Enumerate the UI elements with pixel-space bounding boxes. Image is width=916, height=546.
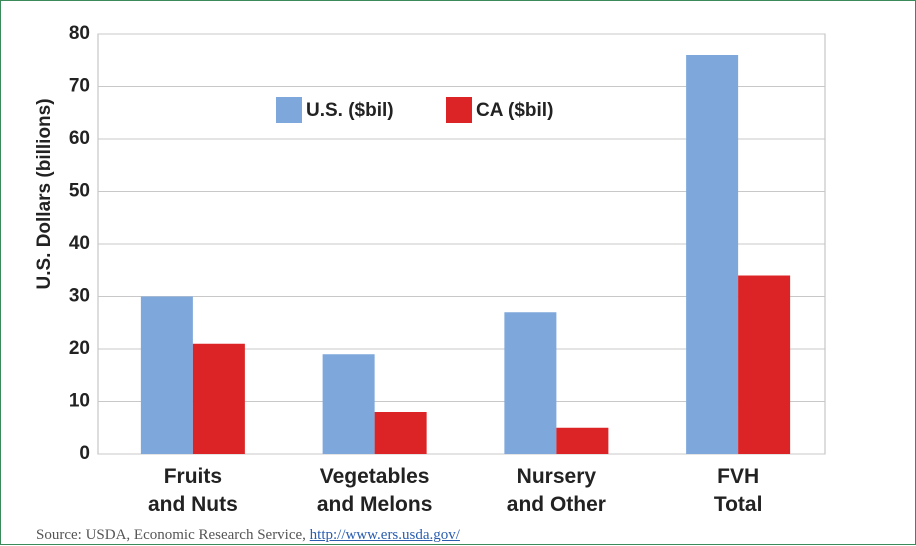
y-tick-label: 80 — [69, 23, 90, 44]
bar — [140, 296, 193, 454]
y-tick-label: 30 — [69, 286, 90, 307]
legend-swatch — [446, 97, 472, 123]
source-link[interactable]: http://www.ers.usda.gov/ — [309, 527, 460, 543]
y-tick-label: 70 — [69, 76, 90, 97]
bar — [738, 275, 791, 454]
bar — [322, 354, 375, 454]
bar — [374, 412, 427, 454]
x-tick-label: FVH Total — [713, 465, 763, 516]
y-tick-label: 10 — [69, 391, 90, 412]
legend-swatch — [276, 97, 302, 123]
y-tick-label: 0 — [79, 443, 90, 464]
x-tick-label: Nursery and Other — [506, 465, 606, 516]
source-text: Source: USDA, Economic Research Service, — [36, 527, 306, 543]
y-tick-label: 20 — [69, 338, 90, 359]
y-tick-label: 60 — [69, 128, 90, 149]
legend-label: U.S. ($bil) — [306, 100, 394, 121]
source: Source: USDA, Economic Research Service,… — [36, 527, 460, 544]
bar — [686, 55, 739, 454]
bar — [192, 343, 245, 454]
y-tick-label: 50 — [69, 181, 90, 202]
y-axis-label: U.S. Dollars (billions) — [34, 98, 55, 289]
x-tick-label: Vegetables and Melons — [316, 465, 433, 516]
x-tick-label: Fruits and Nuts — [147, 465, 238, 516]
y-tick-label: 40 — [69, 233, 90, 254]
bar — [556, 427, 609, 454]
legend-label: CA ($bil) — [476, 100, 553, 121]
bar — [504, 312, 557, 454]
